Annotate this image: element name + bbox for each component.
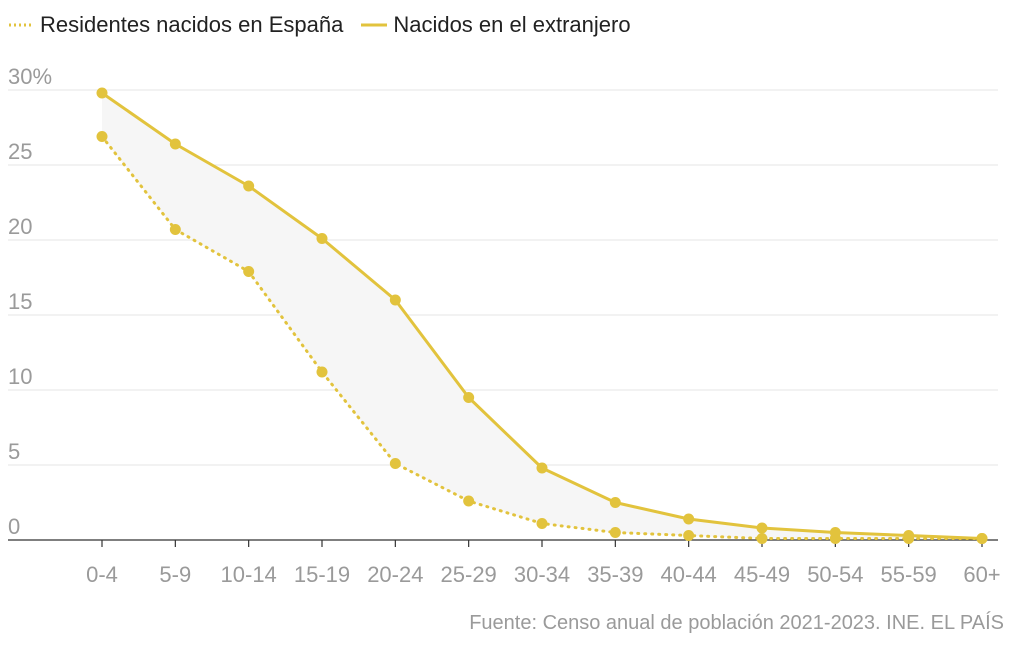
data-point-foreign [609,497,621,508]
data-point-spain [96,131,108,142]
data-point-foreign [463,392,475,403]
y-tick-label: 25 [8,139,32,164]
data-point-foreign [389,294,401,306]
dotted-line-swatch-icon [9,23,33,27]
y-tick-label: 0 [8,514,20,539]
data-point-foreign [756,522,768,534]
x-tick-label: 5-9 [159,562,191,587]
legend-label-foreign: Nacidos en el extranjero [393,12,631,37]
x-tick-label: 25-29 [441,562,497,587]
data-point-foreign [976,533,988,544]
x-tick-label: 60+ [963,562,1000,587]
solid-line-swatch-icon [361,23,388,27]
data-point-foreign [169,138,181,150]
x-tick-label: 55-59 [881,562,937,587]
x-tick-label: 15-19 [294,562,350,587]
source-note: Fuente: Censo anual de población 2021-20… [469,612,1004,634]
x-tick-label: 40-44 [661,562,717,587]
data-point-spain [756,533,768,544]
y-tick-label: 10 [8,364,32,389]
x-tick-label: 50-54 [807,562,863,587]
x-tick-label: 45-49 [734,562,790,587]
legend-item-spain: Residentes nacidos en España [8,12,343,38]
legend-label-spain: Residentes nacidos en España [40,12,344,37]
data-point-foreign [243,180,255,192]
x-tick-label: 20-24 [367,562,423,587]
data-point-spain [683,530,695,541]
data-point-spain [389,458,401,469]
legend-item-foreign: Nacidos en el extranjero [361,12,631,38]
data-point-spain [316,366,328,378]
data-point-spain [609,527,621,538]
data-point-spain [243,266,255,277]
data-point-foreign [903,530,915,541]
data-point-foreign [316,233,328,244]
data-point-spain [169,224,181,235]
data-point-foreign [683,513,695,525]
data-point-spain [463,495,475,507]
y-tick-label: 15 [8,289,32,314]
x-tick-label: 30-34 [514,562,570,587]
data-point-foreign [536,462,548,474]
y-tick-label: 30% [8,64,52,89]
data-point-foreign [829,527,841,538]
x-tick-label: 10-14 [221,562,277,587]
legend: Residentes nacidos en España Nacidos en … [8,12,649,38]
data-point-foreign [96,87,108,99]
x-tick-label: 35-39 [587,562,643,587]
data-point-spain [536,518,548,529]
x-tick-label: 0-4 [86,562,118,587]
y-tick-label: 20 [8,214,32,239]
y-tick-label: 5 [8,439,20,464]
